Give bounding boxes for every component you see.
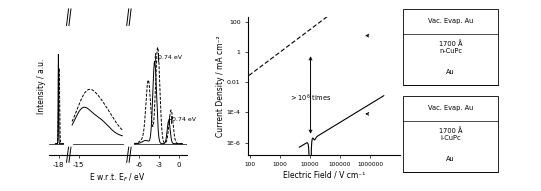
- X-axis label: Electric Field / V cm⁻¹: Electric Field / V cm⁻¹: [283, 170, 365, 179]
- Text: > 10$^6$ times: > 10$^6$ times: [290, 93, 332, 104]
- Text: 0.74 eV: 0.74 eV: [171, 117, 195, 122]
- Y-axis label: Current Density / mA cm⁻²: Current Density / mA cm⁻²: [216, 35, 225, 137]
- Text: Vac. Evap. Au: Vac. Evap. Au: [428, 18, 473, 24]
- Text: Vac. Evap. Au: Vac. Evap. Au: [428, 105, 473, 111]
- Text: 1700 Å
n-CuPc: 1700 Å n-CuPc: [439, 40, 462, 54]
- Text: 1700 Å
i-CuPc: 1700 Å i-CuPc: [439, 127, 462, 141]
- X-axis label: E w.r.t. E$_F$ / eV: E w.r.t. E$_F$ / eV: [89, 171, 146, 184]
- Text: Au: Au: [446, 156, 454, 162]
- Text: 0.74 eV: 0.74 eV: [158, 55, 182, 60]
- Text: Au: Au: [446, 69, 454, 75]
- Y-axis label: Intensity / a.u.: Intensity / a.u.: [37, 58, 46, 114]
